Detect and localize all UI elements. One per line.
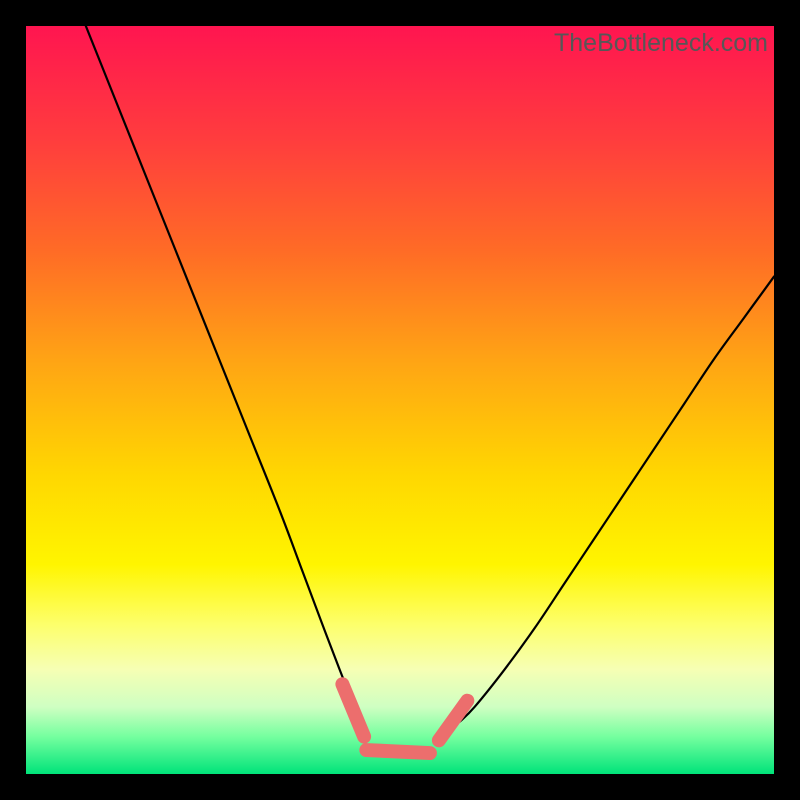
chart-plot-area [26, 26, 774, 774]
chart-svg [26, 26, 774, 774]
gradient-background [26, 26, 774, 774]
chart-frame: TheBottleneck.com [0, 0, 800, 800]
bottom-marker-segment-1 [366, 750, 430, 753]
attribution-label: TheBottleneck.com [554, 29, 768, 58]
